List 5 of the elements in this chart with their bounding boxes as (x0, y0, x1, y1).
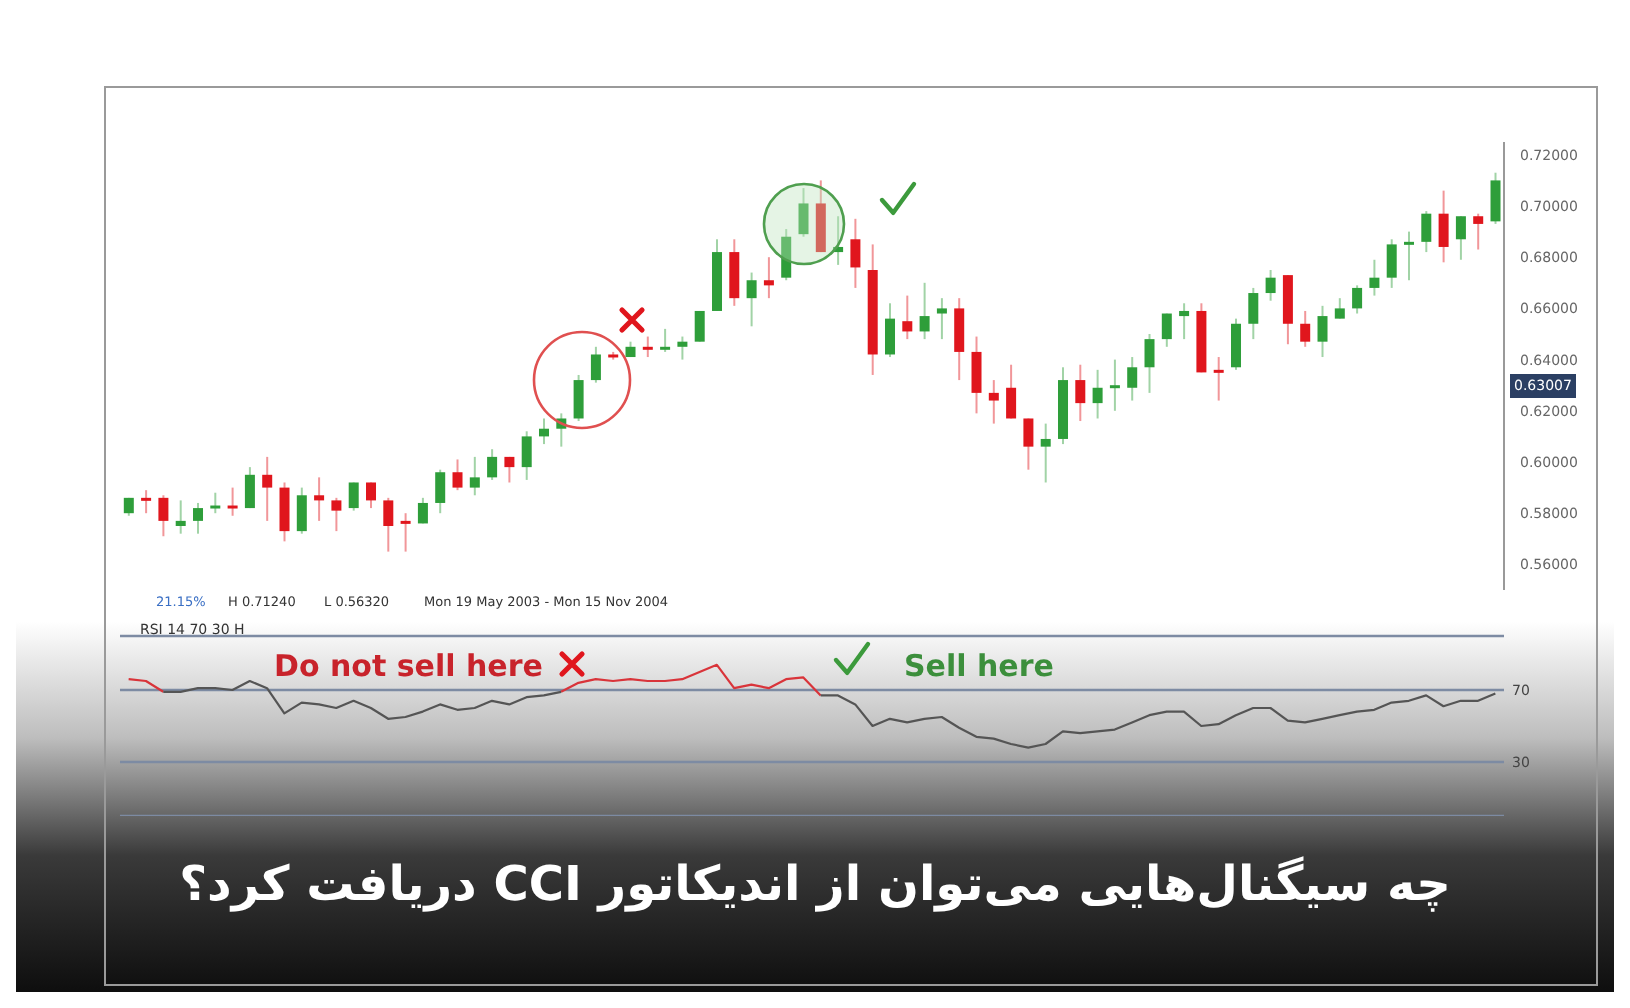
text: چه سیگنال‌هایی می‌توان از اندیکاتور CCI دریافت کرد؟ (177, 856, 1453, 912)
candlestick (348, 481, 359, 512)
candlestick (694, 309, 705, 343)
annotation: Sell here (904, 648, 1054, 684)
annotation: Do not sell here (274, 648, 543, 684)
